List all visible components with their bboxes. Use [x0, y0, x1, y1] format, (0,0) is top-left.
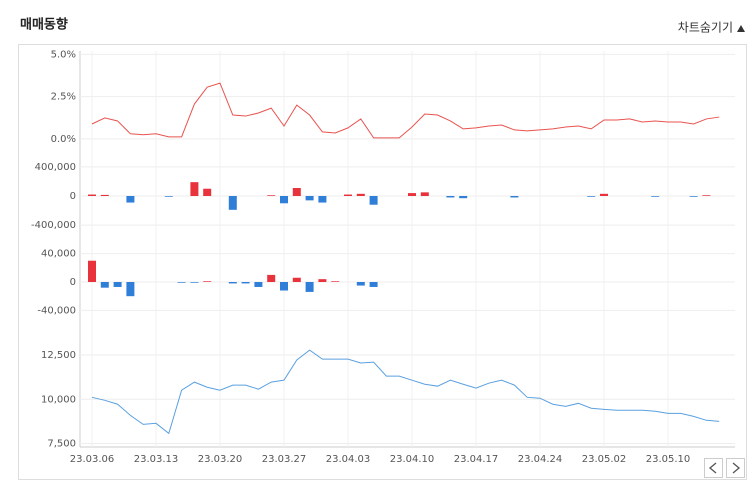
x-tick-label: 23.05.02 — [582, 454, 627, 465]
y-tick-label: 12,500 — [41, 350, 76, 361]
bar — [356, 282, 365, 286]
y-tick-label: 0 — [70, 277, 76, 288]
x-tick-label: 23.03.27 — [262, 454, 307, 465]
bar — [190, 282, 199, 283]
bar — [100, 282, 109, 288]
bar — [177, 282, 186, 283]
bar — [689, 196, 698, 197]
section-title: 매매동향 — [20, 17, 68, 33]
bar — [203, 188, 212, 196]
prev-button[interactable] — [704, 458, 723, 478]
x-tick-label: 23.05.10 — [646, 454, 691, 465]
bar — [241, 282, 250, 284]
next-button[interactable] — [726, 458, 745, 478]
bar — [459, 196, 468, 199]
bar — [510, 196, 519, 198]
x-tick-label: 23.03.20 — [198, 454, 243, 465]
bar — [600, 193, 608, 196]
bar — [88, 260, 96, 282]
bar — [369, 282, 378, 287]
bar — [369, 196, 378, 205]
bar — [305, 196, 314, 201]
bar — [267, 274, 276, 282]
y-tick-label: 2.5% — [51, 92, 76, 103]
y-tick-label: 400,000 — [35, 162, 76, 173]
bar — [88, 194, 96, 196]
bar — [113, 282, 122, 287]
bar — [203, 281, 212, 282]
bar — [267, 195, 276, 196]
x-tick-label: 23.04.10 — [390, 454, 435, 465]
y-tick-label: 10,000 — [41, 394, 76, 405]
bar — [164, 196, 173, 197]
bar — [292, 188, 301, 196]
chart-frame — [18, 44, 747, 480]
bar — [587, 196, 596, 197]
bar — [408, 193, 416, 196]
bar — [446, 196, 455, 198]
y-tick-label: 0 — [70, 191, 76, 202]
bar — [292, 277, 301, 282]
y-tick-label: 40,000 — [41, 249, 76, 260]
bar — [356, 193, 365, 196]
y-tick-label: -400,000 — [31, 220, 76, 231]
bar — [305, 282, 314, 292]
bar — [651, 196, 660, 197]
y-tick-label: 0.0% — [51, 134, 76, 145]
toggle-chart[interactable]: 차트숨기기 — [678, 21, 733, 35]
bar — [100, 194, 109, 196]
bar — [318, 196, 327, 203]
x-tick-label: 23.03.06 — [70, 454, 115, 465]
price-line — [91, 349, 720, 435]
bar — [190, 182, 199, 196]
x-tick-label: 23.04.17 — [454, 454, 499, 465]
bar — [280, 282, 288, 291]
bar — [280, 196, 288, 204]
toggle-arrow[interactable] — [737, 25, 745, 32]
bar — [254, 282, 263, 287]
x-tick-label: 23.04.03 — [326, 454, 371, 465]
y-tick-label: -40,000 — [37, 305, 76, 316]
bar — [344, 194, 352, 196]
x-tick-label: 23.04.24 — [518, 454, 563, 465]
bar — [318, 279, 327, 282]
bar — [126, 196, 135, 203]
y-tick-label: 5.0% — [51, 49, 76, 60]
bar — [228, 196, 237, 210]
bar — [228, 282, 237, 284]
price-line — [91, 82, 720, 139]
y-tick-label: 7,500 — [47, 438, 76, 449]
bar — [702, 195, 711, 196]
prev-icon[interactable] — [708, 462, 717, 474]
bar — [126, 282, 135, 297]
x-tick-label: 23.03.13 — [134, 454, 179, 465]
bar — [331, 281, 340, 282]
bar — [420, 192, 429, 196]
next-icon[interactable] — [732, 462, 741, 474]
